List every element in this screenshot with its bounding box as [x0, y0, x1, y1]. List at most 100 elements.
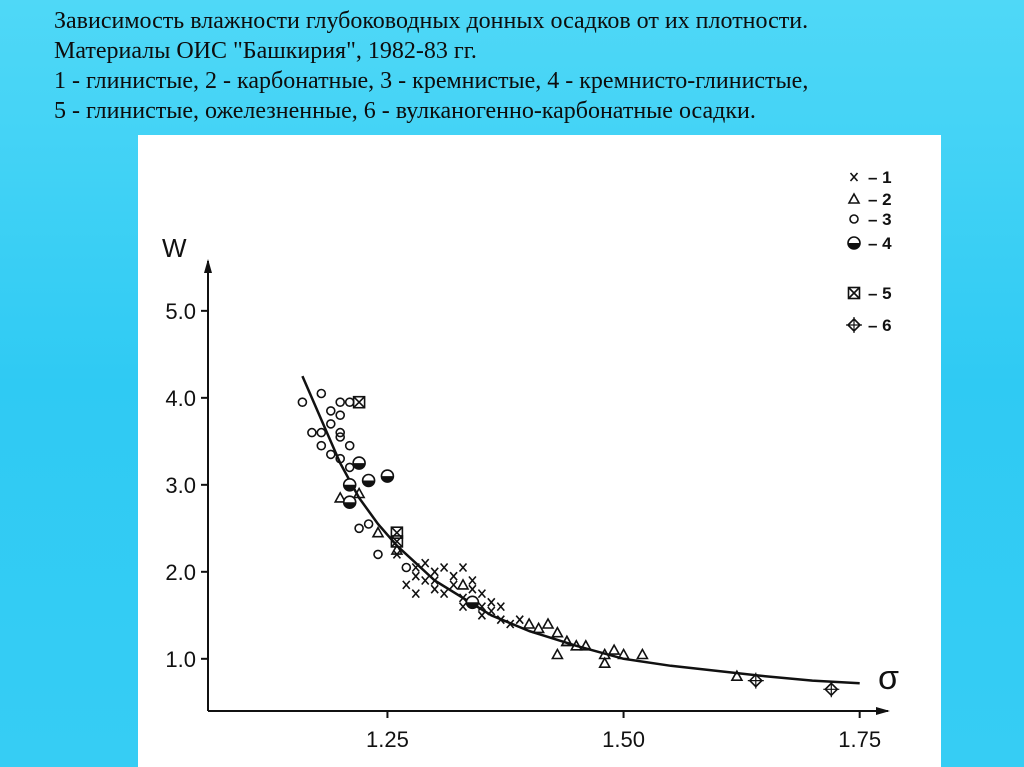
- data-point-series-2: [352, 486, 366, 499]
- series-6: [747, 672, 840, 698]
- chart-ticks: 1.0 2.0 3.0 4.0 5.0 1.25 1.50 1.75: [165, 299, 881, 752]
- data-point-series-4: [465, 595, 480, 610]
- data-point-series-3: [326, 406, 336, 416]
- data-point-series-5: [390, 535, 404, 548]
- data-point-series-1: [411, 589, 420, 599]
- chart-axes: Wσ: [162, 233, 899, 715]
- data-point-series-3: [316, 427, 327, 438]
- data-point-series-4: [380, 469, 395, 483]
- data-point-series-3: [335, 427, 345, 438]
- data-point-series-1: [439, 589, 449, 599]
- data-point-series-3: [307, 427, 317, 438]
- legend-marker-6: [846, 317, 862, 333]
- data-point-series-1: [430, 575, 439, 586]
- data-point-series-4: [361, 473, 376, 488]
- legend-label-2: – 2: [868, 190, 892, 209]
- data-point-series-3: [344, 397, 355, 408]
- data-point-series-2: [636, 647, 649, 660]
- legend-item-4: – 4: [847, 234, 892, 253]
- legend-label-4: – 4: [868, 234, 892, 253]
- data-point-series-2: [579, 639, 593, 651]
- data-point-series-2: [617, 647, 630, 660]
- data-point-series-2: [390, 543, 404, 555]
- data-point-series-1: [411, 571, 420, 581]
- data-point-series-4: [342, 477, 357, 492]
- data-point-series-1: [421, 558, 430, 568]
- data-point-series-4: [352, 456, 366, 470]
- data-point-series-1: [402, 580, 411, 590]
- data-point-series-2: [541, 617, 555, 629]
- data-point-series-1: [468, 584, 477, 594]
- legend-marker-1: [849, 172, 859, 182]
- series-3: [297, 388, 412, 573]
- legend-item-3: – 3: [849, 210, 892, 229]
- series-1: [392, 549, 524, 629]
- data-point-series-4: [342, 495, 357, 510]
- data-point-series-2: [551, 647, 564, 660]
- series-2: [333, 486, 744, 682]
- x-tick-label: 1.50: [602, 727, 645, 752]
- data-point-series-6: [823, 681, 840, 698]
- y-tick-label: 3.0: [165, 473, 196, 498]
- data-point-series-2: [456, 578, 470, 590]
- legend-marker-4: [847, 236, 861, 250]
- data-point-series-2: [371, 526, 385, 538]
- y-tick-label: 2.0: [165, 560, 196, 585]
- chart-legend: – 1 – 2– 3 – 4 – 5 – 6: [846, 168, 892, 335]
- data-point-series-3: [344, 462, 355, 473]
- data-point-series-1: [449, 571, 458, 581]
- figure-caption: Зависимость влажности глубоководных донн…: [54, 6, 994, 126]
- data-point-series-5: [352, 395, 366, 409]
- data-point-series-1: [496, 615, 505, 625]
- series-4: [342, 456, 480, 610]
- data-point-series-1: [458, 593, 468, 603]
- data-point-series-3: [335, 453, 345, 464]
- data-point-series-3: [335, 432, 345, 442]
- legend-label-6: – 6: [868, 316, 892, 335]
- legend-item-5: – 5: [847, 284, 892, 303]
- data-point-series-1: [458, 562, 468, 573]
- data-point-series-6: [747, 672, 764, 689]
- data-point-series-1: [477, 602, 487, 612]
- data-point-series-1: [430, 584, 439, 594]
- data-point-series-1: [487, 606, 496, 616]
- scatter-chart: Wσ 1.0 2.0 3.0 4.0 5.0 1.25 1.50 1.75 – 1 – 2– 3…: [162, 168, 899, 752]
- data-point-series-1: [515, 615, 524, 625]
- data-point-series-3: [316, 388, 327, 399]
- data-point-series-1: [458, 602, 468, 612]
- data-point-series-3: [316, 440, 327, 451]
- legend-item-2: – 2: [847, 190, 892, 209]
- legend-label-1: – 1: [868, 168, 892, 187]
- data-point-series-3: [297, 397, 308, 408]
- data-point-series-1: [477, 610, 487, 620]
- y-axis-arrow: [204, 259, 212, 273]
- data-point-series-1: [411, 562, 420, 573]
- x-axis-arrow: [876, 707, 890, 715]
- data-point-series-2: [333, 491, 347, 503]
- data-point-series-1: [506, 619, 515, 629]
- legend-marker-5: [847, 286, 861, 300]
- data-point-series-3: [401, 562, 412, 573]
- data-point-series-3: [335, 410, 345, 421]
- legend-label-5: – 5: [868, 284, 892, 303]
- legend-marker-3: [849, 214, 859, 224]
- data-point-series-1: [439, 562, 449, 573]
- trend-line: [301, 375, 860, 685]
- caption-line-3: 1 - глинистые, 2 - карбонатные, 3 - крем…: [54, 68, 809, 94]
- data-point-series-2: [522, 617, 536, 629]
- data-point-series-3: [344, 440, 355, 451]
- legend-label-3: – 3: [868, 210, 892, 229]
- trend-line-group: [301, 375, 860, 685]
- x-axis-label: σ: [878, 659, 899, 697]
- data-point-series-3: [354, 523, 364, 534]
- data-point-series-3: [363, 519, 374, 529]
- data-point-series-2: [569, 639, 583, 651]
- data-point-series-2: [730, 669, 744, 682]
- data-point-series-3: [335, 397, 345, 408]
- data-point-series-1: [477, 589, 487, 599]
- data-point-series-1: [468, 575, 477, 586]
- caption-line-2: Материалы ОИС "Башкирия", 1982-83 гг.: [54, 38, 477, 64]
- data-point-series-1: [496, 602, 505, 612]
- caption-line-4: 5 - глинистые, ожелезненные, 6 - вулкано…: [54, 98, 756, 124]
